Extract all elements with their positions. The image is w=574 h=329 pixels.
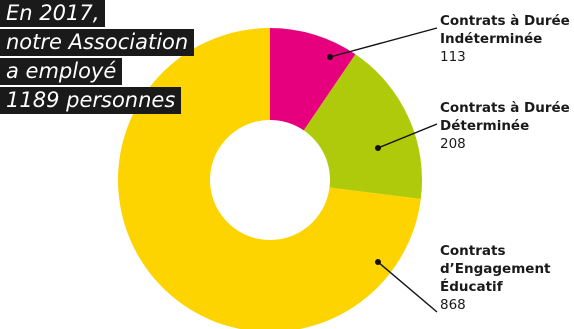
title-line-3: a employé bbox=[0, 58, 123, 85]
slice-cee bbox=[118, 28, 421, 329]
legend-cdd-label-1: Contrats à Durée bbox=[440, 100, 570, 116]
slice-cdd bbox=[303, 54, 422, 200]
legend-cdi-value: 113 bbox=[440, 49, 466, 65]
chart-title: En 2017, notre Association a employé 118… bbox=[0, 0, 200, 116]
legend-cee: Contrats d’Engagement Éducatif 868 bbox=[440, 242, 551, 314]
leader-line-1 bbox=[329, 27, 438, 58]
legend-cdi: Contrats à Durée Indéterminée 113 bbox=[440, 12, 570, 66]
legend-cdi-label-2: Indéterminée bbox=[440, 31, 543, 47]
legend-cee-label-2: d’Engagement bbox=[440, 261, 551, 277]
legend-cdi-label-1: Contrats à Durée bbox=[440, 13, 570, 29]
legend-cdd: Contrats à Durée Déterminée 208 bbox=[440, 99, 570, 153]
title-line-4: 1189 personnes bbox=[0, 87, 182, 114]
legend-cdd-value: 208 bbox=[440, 136, 466, 152]
title-line-1: En 2017, bbox=[0, 0, 106, 27]
legend-cee-value: 868 bbox=[440, 297, 466, 313]
leader-line-2 bbox=[377, 123, 438, 149]
slice-cdi bbox=[270, 28, 356, 131]
leader-dot-2 bbox=[375, 145, 381, 151]
leader-line-3 bbox=[377, 261, 438, 313]
legend-cee-label-3: Éducatif bbox=[440, 279, 503, 295]
title-line-2: notre Association bbox=[0, 29, 195, 56]
leader-dot-3 bbox=[375, 259, 381, 265]
legend-cee-label-1: Contrats bbox=[440, 243, 506, 259]
leader-dot-1 bbox=[327, 54, 333, 60]
legend-cdd-label-2: Déterminée bbox=[440, 118, 530, 134]
